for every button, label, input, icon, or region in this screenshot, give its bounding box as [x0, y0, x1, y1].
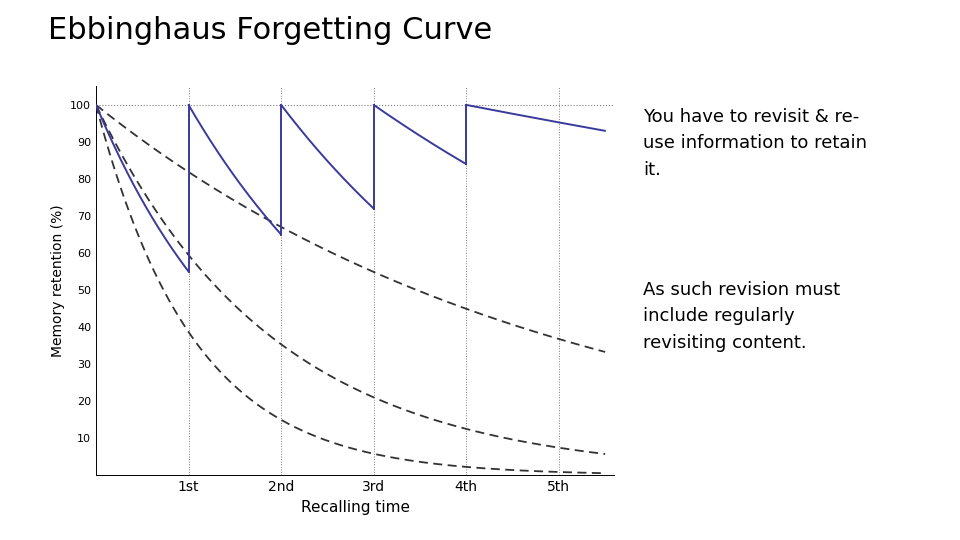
Y-axis label: Memory retention (%): Memory retention (%) [51, 205, 64, 357]
X-axis label: Recalling time: Recalling time [300, 500, 410, 515]
Text: You have to revisit & re-
use information to retain
it.: You have to revisit & re- use informatio… [643, 108, 867, 179]
Text: Ebbinghaus Forgetting Curve: Ebbinghaus Forgetting Curve [48, 16, 492, 45]
Text: As such revision must
include regularly
revisiting content.: As such revision must include regularly … [643, 281, 840, 352]
